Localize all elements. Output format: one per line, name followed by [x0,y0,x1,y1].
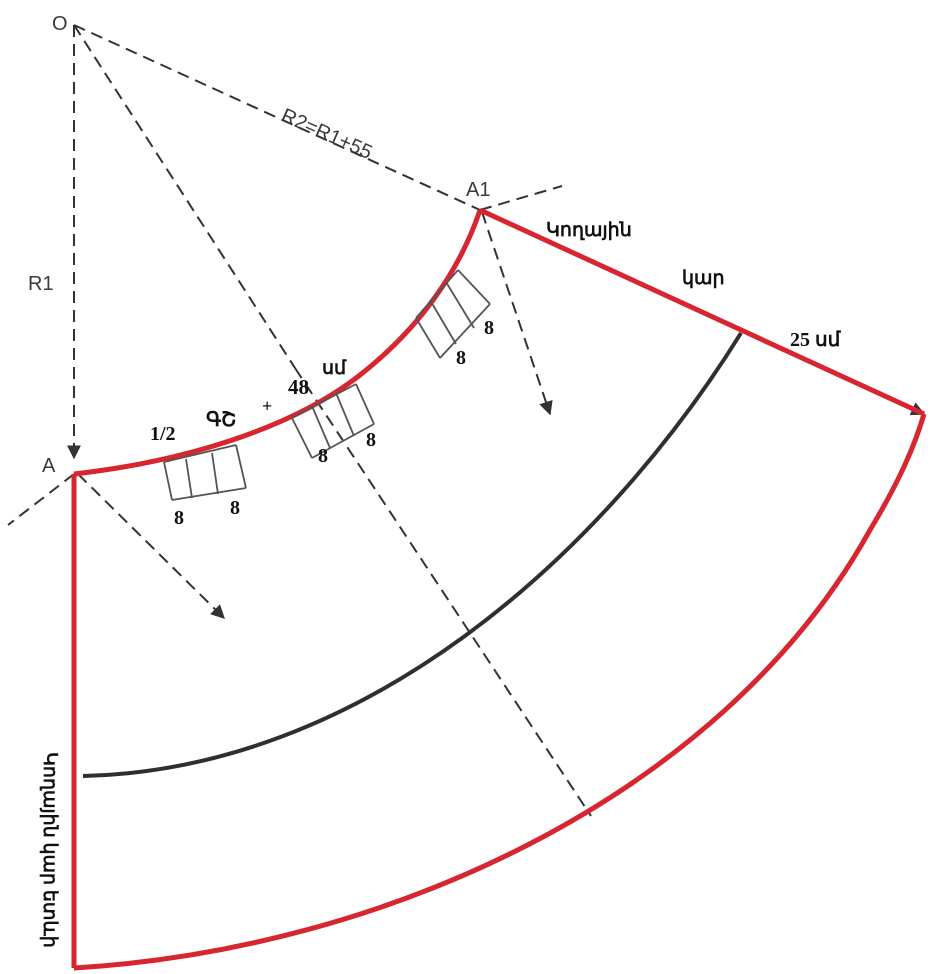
pleat-middle [291,383,375,459]
back-seam-label: Կողային կար ետևի [39,752,60,948]
pleat-depth-3: 8 [318,445,328,467]
a1-right-tick [479,185,563,211]
length-label: 25 սմ [790,329,842,351]
pleat-depth-1: 8 [174,507,184,529]
pleat-depth-4: 8 [366,429,376,451]
grain-arrow-right [481,211,553,416]
pattern-outline [71,207,927,971]
r1-label: R1 [28,273,54,295]
center-line-upper [73,24,296,369]
pleat-depth-5: 8 [456,347,466,369]
middle-curve [82,331,743,778]
pleat-left [163,444,247,501]
center-line-lower [294,367,592,817]
construction-lines [7,24,926,817]
waist-curve [73,209,483,477]
origin-label: O [52,13,68,35]
radius-formula-label: R2=R1+55 [278,104,375,163]
waist-unit-label: սմ [322,358,347,379]
plus-label: + [262,396,272,416]
side-seam-label-1: Կողային [546,220,632,241]
waist-number-label: 48 [288,375,309,399]
point-a-label: A [42,455,56,477]
half-label: 1/2 [150,423,176,445]
gt-label: ԳՇ [206,409,236,431]
hem-curve [73,413,927,971]
side-seam-right [478,207,926,417]
radius-r2-line [73,24,481,211]
pleat-depth-6: 8 [484,317,494,339]
pleat-depth-2: 8 [230,497,240,519]
pleat-markings [163,269,491,501]
pleat-right [415,269,491,359]
side-seam-label-2: կար [682,268,725,289]
grain-arrow-left [77,473,225,619]
point-a1-label: A1 [466,179,490,201]
a-left-tick [7,473,75,526]
